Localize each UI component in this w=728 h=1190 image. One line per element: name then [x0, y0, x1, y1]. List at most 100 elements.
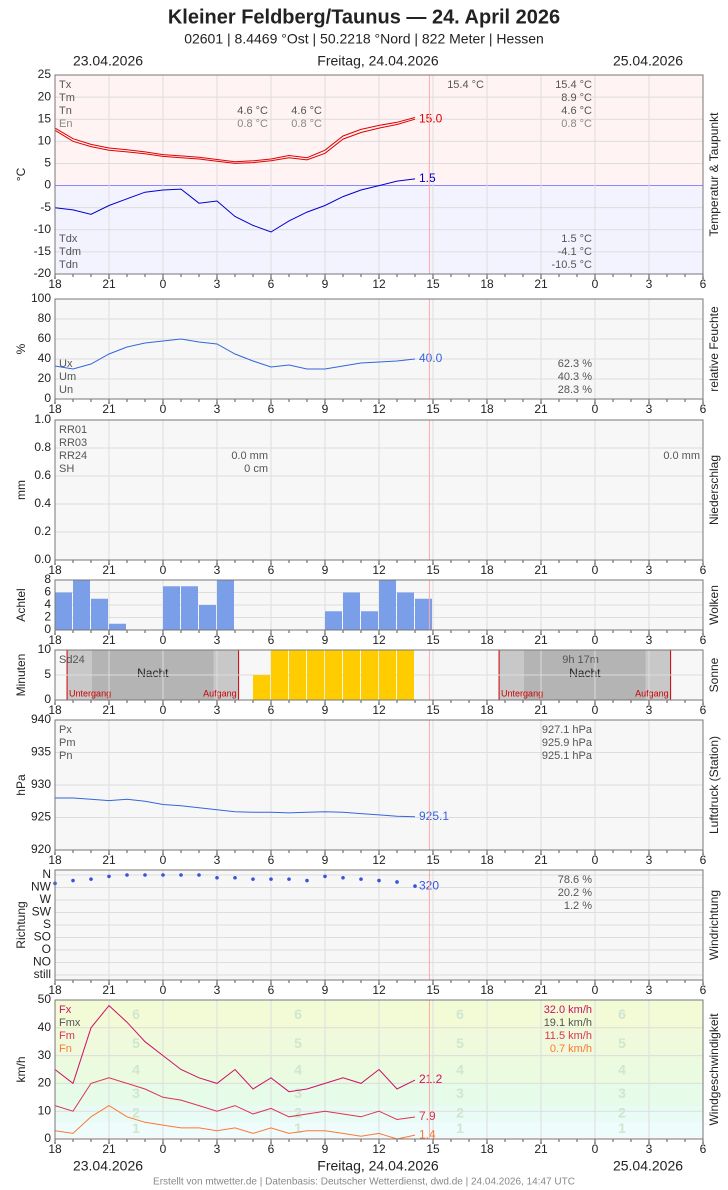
y-tick-label: 0.0 [34, 552, 51, 566]
x-tick-label: 15 [426, 277, 440, 291]
stat-value: 15.4 °C [555, 79, 592, 91]
panel-border [54, 999, 704, 1140]
y-tick-label: 50 [38, 992, 52, 1006]
beaufort-level: 2 [456, 1105, 464, 1121]
bar [379, 580, 396, 630]
stat-value: 4.6 °C [561, 105, 592, 117]
x-tick-label: 3 [214, 633, 221, 647]
x-tick-label: 21 [534, 277, 548, 291]
last-value-label: 925.1 [419, 809, 449, 823]
x-tick-label: 3 [646, 703, 653, 717]
x-tick-label: 18 [48, 563, 62, 577]
y-tick-label: -10 [34, 222, 52, 236]
stat-label: En [59, 118, 72, 130]
x-tick-label: 0 [592, 402, 599, 416]
y-tick-label: W [40, 892, 52, 906]
y-tick-label: 100 [31, 291, 51, 305]
x-tick-label: 21 [534, 703, 548, 717]
x-tick-label: 9 [322, 633, 329, 647]
stat-value: 32.0 km/h [544, 1004, 592, 1016]
x-tick-label: 18 [480, 1142, 494, 1156]
y-tick-label: 40 [38, 1020, 52, 1034]
x-tick-label: 15 [426, 633, 440, 647]
x-tick-label: 18 [480, 563, 494, 577]
series-line [54, 118, 416, 164]
panel-border [54, 74, 704, 275]
x-tick-label: 0 [592, 563, 599, 577]
stat-value: 1.5 °C [561, 233, 592, 245]
x-tick-label: 21 [534, 983, 548, 997]
x-tick-label: 3 [646, 402, 653, 416]
x-tick-label: 21 [102, 402, 116, 416]
stat-value: 8.9 °C [561, 92, 592, 104]
x-tick-label: 18 [48, 402, 62, 416]
point [413, 884, 417, 888]
x-tick-label: 18 [480, 853, 494, 867]
stat-label: Tdx [59, 233, 78, 245]
bar [199, 605, 216, 630]
series-line [54, 1077, 416, 1121]
panel-label: Windrichtung [707, 890, 721, 960]
y-tick-label: 60 [38, 331, 52, 345]
stat-value: 0.7 km/h [550, 1043, 592, 1055]
x-tick-label: 0 [160, 703, 167, 717]
point [161, 873, 165, 877]
bar [55, 592, 72, 630]
x-tick-label: 21 [534, 853, 548, 867]
x-tick-label: 3 [214, 563, 221, 577]
sunrise-label: Aufgang [635, 688, 669, 698]
x-tick-label: 18 [480, 983, 494, 997]
x-tick-label: 18 [48, 703, 62, 717]
x-tick-label: 12 [372, 1142, 386, 1156]
x-tick-label: 15 [426, 983, 440, 997]
point [377, 878, 381, 883]
y-tick-label: 0.8 [34, 440, 51, 454]
point [179, 873, 183, 877]
beaufort-level: 3 [456, 1085, 464, 1101]
stat-label: RR24 [59, 450, 87, 462]
sunset-label: Untergang [69, 688, 111, 698]
y-axis-label: km/h [14, 1056, 28, 1082]
sunset-label: Untergang [501, 688, 543, 698]
panel-border [54, 649, 704, 701]
bar [181, 586, 198, 630]
panel-border [54, 869, 704, 981]
x-tick-label: 0 [160, 853, 167, 867]
footer: Erstellt von mtwetter.de | Datenbasis: D… [153, 1177, 575, 1188]
series-line [54, 338, 416, 370]
bar [217, 580, 234, 630]
stat-label: Tx [59, 79, 72, 91]
x-tick-label: 0 [160, 563, 167, 577]
beaufort-level: 1 [618, 1120, 626, 1136]
x-tick-label: 15 [426, 853, 440, 867]
y-tick-label: NW [31, 880, 52, 894]
x-tick-label: 6 [268, 402, 275, 416]
y-tick-label: 5 [44, 667, 51, 681]
beaufort-level: 4 [132, 1062, 140, 1078]
beaufort-level: 1 [456, 1120, 464, 1136]
beaufort-level: 1 [132, 1120, 140, 1136]
stat-value: 0.8 °C [237, 118, 268, 130]
beaufort-level: 4 [294, 1062, 302, 1078]
y-axis-label: Minuten [14, 654, 28, 697]
y-tick-label: 6 [44, 585, 51, 599]
panel-label: Windgeschwindigkeit [707, 1013, 721, 1126]
panel-border [54, 419, 704, 561]
y-tick-label: 0 [44, 1131, 51, 1145]
point [143, 873, 147, 877]
stat-value: 0 cm [244, 463, 268, 475]
x-tick-label: 12 [372, 277, 386, 291]
forecast-sun: 9h 17m [562, 654, 599, 666]
x-tick-label: 9 [322, 563, 329, 577]
stat-label: Px [59, 724, 72, 736]
panel-label: Wolken [707, 585, 721, 625]
x-tick-label: 6 [268, 277, 275, 291]
x-tick-label: 12 [372, 703, 386, 717]
last-value-label: 15.0 [419, 111, 443, 125]
night-label: Nacht [137, 666, 169, 680]
stat-value: 20.2 % [558, 887, 592, 899]
x-tick-label: 0 [160, 277, 167, 291]
y-tick-label: -20 [34, 266, 52, 280]
point [323, 874, 327, 879]
beaufort-level: 5 [132, 1035, 140, 1051]
